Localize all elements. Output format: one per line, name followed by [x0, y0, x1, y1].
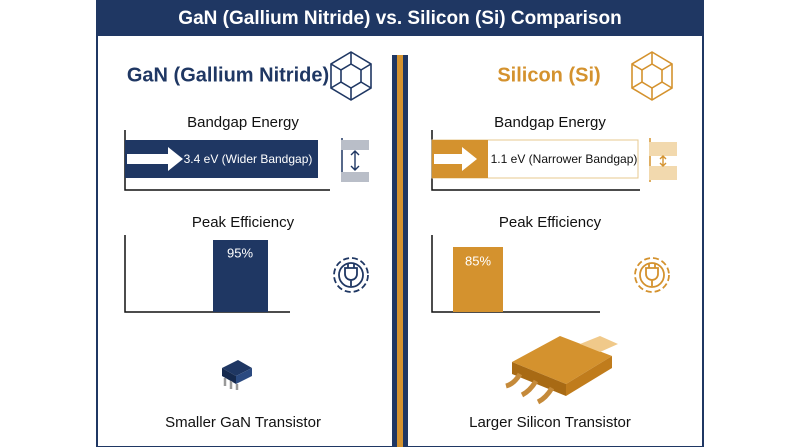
caption: Smaller GaN Transistor — [165, 414, 321, 431]
header-title: GaN (Gallium Nitride) vs. Silicon (Si) C… — [178, 8, 621, 29]
efficiency-text: 95% — [227, 245, 253, 260]
caption: Larger Silicon Transistor — [469, 414, 631, 431]
gap-icon — [649, 138, 677, 182]
bandgap-label: Bandgap Energy — [187, 114, 299, 131]
efficiency-label: Peak Efficiency — [192, 214, 295, 231]
arrow — [434, 147, 477, 171]
panel-title: GaN (Gallium Nitride) — [127, 64, 329, 86]
axis — [431, 235, 600, 313]
gap-icon — [341, 138, 369, 182]
efficiency-text: 85% — [465, 253, 491, 268]
efficiency-bar — [213, 240, 268, 312]
gear-icon — [634, 257, 670, 293]
large-transistor — [505, 336, 618, 405]
crystal-icon — [330, 51, 372, 101]
divider-stripe — [397, 55, 403, 447]
efficiency-label: Peak Efficiency — [499, 214, 602, 231]
bandgap-label: Bandgap Energy — [494, 114, 606, 131]
crystal-icon — [631, 51, 673, 101]
bandgap-text: 1.1 eV (Narrower Bandgap) — [491, 152, 638, 166]
arrow — [127, 147, 183, 171]
small-transistor — [222, 360, 252, 390]
gear-icon — [333, 257, 369, 293]
header-bar — [97, 0, 703, 36]
panel-title: Silicon (Si) — [497, 64, 600, 86]
bandgap-text: 3.4 eV (Wider Bandgap) — [184, 152, 313, 166]
efficiency-bar — [453, 247, 503, 312]
